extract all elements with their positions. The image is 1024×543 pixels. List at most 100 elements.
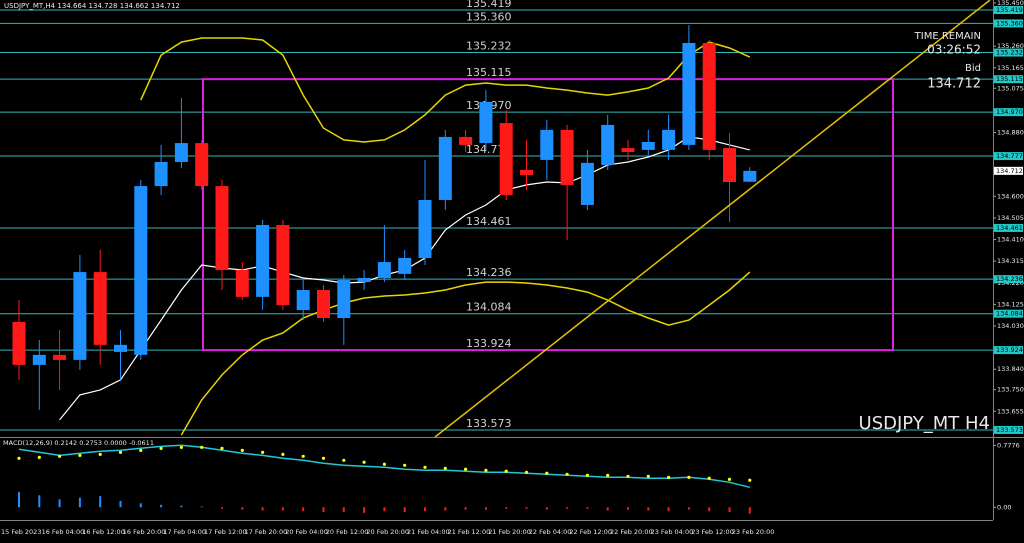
candle-body [601,124,615,165]
macd-histogram-bar [302,507,305,512]
macd-histogram-bar [444,507,447,511]
candle-body [174,143,188,162]
macd-histogram-bar [281,507,284,511]
macd-signal-dot [585,473,590,477]
bid-tag-label: 134.712 [996,167,1023,175]
macd-histogram-bar [363,507,366,513]
open: 134.664 [57,2,86,10]
candle-body [32,354,46,365]
level-label: 134.461 [466,215,512,228]
x-tick-label: 16 Feb 04:00 [42,528,85,536]
candle-body [743,170,757,182]
y-tick-label: 133.655 [997,407,1024,415]
macd-histogram-bar [38,495,41,508]
macd-histogram-bar [748,507,751,514]
macd-histogram-bar [545,507,548,510]
level-label: 133.924 [466,337,512,350]
macd-signal-dot [403,463,407,467]
candle-body [560,129,574,185]
level-tag [994,309,1023,318]
macd-signal-dot [98,452,102,456]
macd-signal-dot [220,446,224,450]
level-tag [994,108,1023,117]
level-label: 135.419 [466,0,512,10]
header: USDJPY_MT,H4 134.664 134.728 134.662 134… [4,2,180,10]
candle-body [12,321,26,365]
macd-signal-dot [261,450,265,454]
macd-histogram-bar [424,507,426,512]
level-tag-label: 134.777 [996,152,1023,160]
macd-histogram-bar [403,507,406,513]
macd-histogram-bar [606,507,609,511]
candle-body [114,344,127,352]
candle-body [337,280,351,319]
candle-body [317,290,330,319]
macd-signal-dot [58,454,62,458]
macd-histogram-bar [708,507,711,512]
candle-body [682,42,696,145]
candle-body [418,199,432,258]
symbol: USDJPY_MT,H4 [4,2,56,10]
x-tick-label: 17 Feb 12:00 [204,528,247,536]
level-label: 135.232 [466,40,512,53]
macd-pane [17,444,752,514]
macd-histogram-bar [261,507,264,511]
macd-histogram-bar [383,507,386,512]
level-tag [994,346,1023,355]
macd-histogram-bar [200,506,203,508]
macd-histogram-bar [464,507,467,510]
candle-body [580,162,594,205]
level-tag-label: 134.236 [996,275,1023,283]
macd-signal-dot [504,469,508,473]
candle-body [621,148,635,152]
indicator-line [180,271,751,436]
macd-histogram-bar [58,499,61,508]
macd-signal-dot [748,478,752,482]
macd-signal-dot [707,476,711,480]
macd-signal-dot [443,466,447,470]
macd-histogram-bar [180,505,183,508]
level-label: 135.360 [466,10,512,23]
macd-signal-dot [484,468,488,472]
candle-body [398,257,412,274]
y-tick-label: 134.880 [997,129,1024,137]
candle-body [154,161,168,187]
range-box [202,78,894,352]
x-tick-label: 22 Feb 04:00 [529,528,572,536]
level-label: 135.115 [466,66,512,79]
macd-histogram-bar [728,507,731,513]
candle-body [357,277,371,283]
y-tick-label: 134.125 [997,300,1024,308]
macd-signal-dot [118,450,123,454]
macd-signal-dot [37,455,41,459]
y-tick-label: 133.750 [997,386,1024,394]
macd-label: MACD(12,26,9) 0.2142 0.2753 0.0000 -0.06… [3,439,154,447]
x-tick-label: 21 Feb 20:00 [488,528,531,536]
macd-histogram-bar [525,507,528,509]
y-tick-label: 134.505 [997,214,1024,222]
candle-body [641,141,655,150]
macd-histogram-bar [667,507,670,512]
level-tag-label: 135.419 [996,6,1023,14]
close: 134.712 [151,2,180,10]
candle-body [723,148,736,182]
level-tag-label: 135.115 [996,75,1023,83]
macd-histogram-bar [322,507,325,513]
macd-signal-dot [321,456,326,460]
macd-signal-dot [382,462,386,466]
level-tag [994,275,1023,284]
candle-body [195,143,209,187]
candle-body [73,272,87,360]
level-tag [994,75,1023,84]
macd-histogram-bar [484,507,487,510]
macd-histogram-bar [119,500,122,508]
level-tag [994,152,1023,161]
macd-signal-dot [727,477,732,481]
macd-histogram-bar [586,507,589,509]
trend-line [434,0,991,438]
candle-body [702,42,716,150]
candle-body [377,262,391,278]
macd-signal-dot [179,445,183,449]
level-tag-label: 134.970 [996,108,1023,116]
